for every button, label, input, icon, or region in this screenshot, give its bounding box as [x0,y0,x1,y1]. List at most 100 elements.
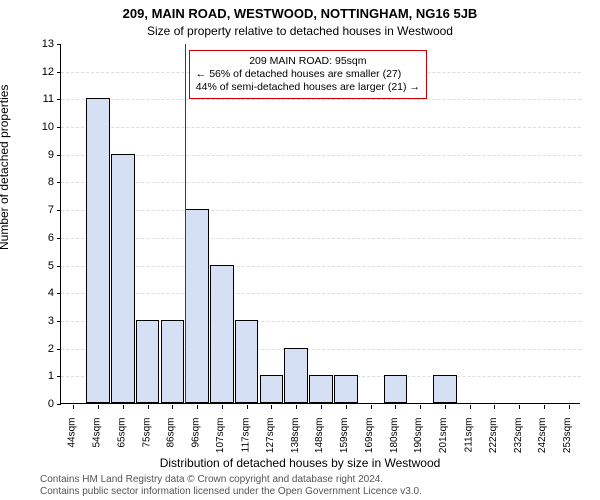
callout-line3: 44% of semi-detached houses are larger (… [196,81,420,94]
histogram-bar [260,375,284,403]
plot: 01234567891011121344sqm54sqm65sqm75sqm86… [60,44,580,404]
y-tick-label: 7 [30,204,54,216]
x-tick-label: 65sqm [116,418,127,448]
x-tick [321,405,322,409]
x-tick [271,405,272,409]
histogram-bar [86,98,110,403]
callout-line2: ← 56% of detached houses are smaller (27… [196,68,420,81]
y-axis-label: Number of detached properties [0,85,11,250]
histogram-bar [235,320,259,403]
x-tick-label: 117sqm [240,418,251,453]
x-tick-label: 54sqm [92,418,103,448]
y-tick [57,404,61,405]
x-tick [172,405,173,409]
y-tick [57,210,61,211]
y-tick-label: 8 [30,176,54,188]
y-tick-label: 0 [30,398,54,410]
y-tick-label: 2 [30,343,54,355]
x-tick-label: 148sqm [315,418,326,454]
x-tick-label: 222sqm [488,418,499,454]
histogram-bar [161,320,185,403]
x-tick-label: 253sqm [562,418,573,454]
x-tick-label: 201sqm [438,418,449,454]
y-tick [57,44,61,45]
histogram-bar [384,375,408,403]
grid-line [61,238,581,239]
y-tick [57,266,61,267]
x-tick [445,405,446,409]
y-tick [57,349,61,350]
plot-area: 01234567891011121344sqm54sqm65sqm75sqm86… [60,44,580,404]
y-tick-label: 6 [30,232,54,244]
x-tick-label: 169sqm [364,418,375,454]
x-tick [98,405,99,409]
y-tick-label: 10 [30,121,54,133]
y-tick [57,72,61,73]
x-tick [544,405,545,409]
reference-callout: 209 MAIN ROAD: 95sqm← 56% of detached ho… [189,50,427,99]
grid-line [61,293,581,294]
x-tick [519,405,520,409]
grid-line [61,127,581,128]
histogram-bar [433,375,457,403]
histogram-bar [136,320,160,403]
x-tick [148,405,149,409]
chart-title: 209, MAIN ROAD, WESTWOOD, NOTTINGHAM, NG… [0,6,600,21]
y-tick [57,99,61,100]
histogram-bar [334,375,358,403]
x-tick-label: 44sqm [67,418,78,448]
y-tick-label: 11 [30,93,54,105]
x-tick-label: 232sqm [513,418,524,454]
callout-line1: 209 MAIN ROAD: 95sqm [196,55,420,68]
x-tick-label: 159sqm [339,418,350,454]
x-tick-label: 127sqm [265,418,276,454]
grid-line [61,182,581,183]
y-tick [57,182,61,183]
histogram-bar [111,154,135,403]
grid-line [61,266,581,267]
y-tick-label: 4 [30,287,54,299]
x-tick [346,405,347,409]
chart-subtitle: Size of property relative to detached ho… [0,24,600,38]
x-tick-label: 86sqm [166,418,177,448]
y-tick [57,321,61,322]
reference-line [185,44,186,403]
y-tick [57,238,61,239]
x-tick-label: 107sqm [215,418,226,454]
histogram-bar [309,375,333,403]
x-tick-label: 242sqm [537,418,548,454]
x-tick [420,405,421,409]
x-tick [569,405,570,409]
x-tick [222,405,223,409]
y-tick-label: 9 [30,149,54,161]
x-tick [371,405,372,409]
histogram-bar [210,265,234,403]
x-tick-label: 211sqm [463,418,474,453]
x-tick-label: 190sqm [414,418,425,454]
x-tick [73,405,74,409]
x-tick-label: 75sqm [141,418,152,448]
x-tick-label: 96sqm [191,418,202,448]
y-tick-label: 3 [30,315,54,327]
grid-line [61,155,581,156]
y-tick-label: 13 [30,38,54,50]
x-tick [494,405,495,409]
x-tick [296,405,297,409]
footnote-line1: Contains HM Land Registry data © Crown c… [40,474,383,485]
grid-line [61,210,581,211]
x-tick [197,405,198,409]
y-tick-label: 12 [30,66,54,78]
x-tick [247,405,248,409]
x-tick-label: 138sqm [290,418,301,454]
x-axis-label: Distribution of detached houses by size … [0,456,600,470]
grid-line [61,99,581,100]
histogram-bar [185,209,209,403]
x-tick [123,405,124,409]
footnote: Contains HM Land Registry data © Crown c… [40,474,570,498]
x-tick [395,405,396,409]
footnote-line2: Contains public sector information licen… [40,486,422,497]
y-tick [57,293,61,294]
y-tick [57,376,61,377]
chart-container: 209, MAIN ROAD, WESTWOOD, NOTTINGHAM, NG… [0,0,600,500]
y-tick [57,155,61,156]
